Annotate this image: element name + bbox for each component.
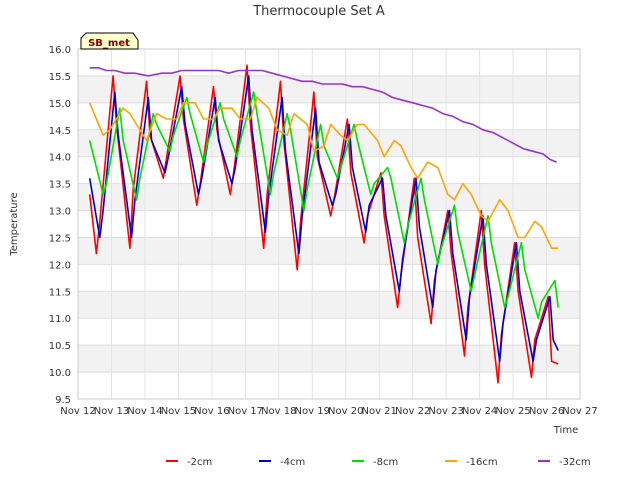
background-band [78,291,580,319]
legend-label: -2cm [187,457,212,468]
y-tick-label: 11.5 [49,287,71,298]
series-line-2cm [88,64,559,384]
y-tick-label: 13.0 [49,207,71,218]
x-tick-label: Nov 21 [361,406,396,417]
legend-label: -32cm [559,457,591,468]
y-tick-label: 14.0 [49,153,71,164]
x-tick-label: Nov 22 [395,406,430,417]
series-lines [88,64,559,384]
x-tick-label: Nov 19 [295,406,330,417]
series-line-4cm [88,75,559,363]
background-bands [78,75,580,373]
legend-label: -8cm [373,457,398,468]
x-axis-label: Time [553,425,578,436]
legend-label: -16cm [466,457,498,468]
x-tick-label: Nov 25 [495,406,530,417]
x-tick-label: Nov 12 [60,406,95,417]
x-tick-label: Nov 26 [529,406,564,417]
y-axis-ticks: 9.5 10.0 10.5 11.0 11.5 12.0 12.5 13.0 13.5 14.0 1… [49,45,71,406]
y-tick-label: 13.5 [49,180,71,191]
y-tick-label: 15.5 [49,72,71,83]
x-tick-label: Nov 27 [562,406,597,417]
badge-label: SB_met [88,38,130,49]
series-line-16cm [88,96,559,249]
chart-title: Thermocouple Set A [252,4,385,19]
y-tick-label: 11.0 [49,314,71,325]
y-tick-label: 10.5 [49,341,71,352]
y-tick-label: 12.0 [49,260,71,271]
series-line-32cm [89,67,557,163]
y-tick-label: 16.0 [49,45,71,56]
grid-lines [77,48,581,400]
background-band [78,237,580,265]
x-tick-label: Nov 16 [194,406,229,417]
x-tick-label: Nov 14 [127,406,162,417]
y-tick-label: 15.0 [49,99,71,110]
y-tick-label: 10.0 [49,368,71,379]
legend-label: -4cm [280,457,305,468]
plot-area [77,48,581,400]
background-band [78,75,580,103]
x-tick-label: Nov 13 [94,406,129,417]
legend: -2cm -4cm -8cm -16cm -32cm [166,457,591,468]
x-tick-label: Nov 24 [462,406,497,417]
station-badge: SB_met [80,32,139,50]
y-tick-label: 12.5 [49,233,71,244]
y-tick-label: 9.5 [55,395,71,406]
y-axis-label: Temperature [9,192,20,256]
x-tick-label: Nov 23 [428,406,463,417]
y-tick-label: 14.5 [49,126,71,137]
background-band [78,345,580,373]
x-tick-label: Nov 18 [261,406,296,417]
x-tick-label: Nov 17 [228,406,263,417]
x-tick-label: Nov 15 [161,406,196,417]
x-tick-label: Nov 20 [328,406,363,417]
